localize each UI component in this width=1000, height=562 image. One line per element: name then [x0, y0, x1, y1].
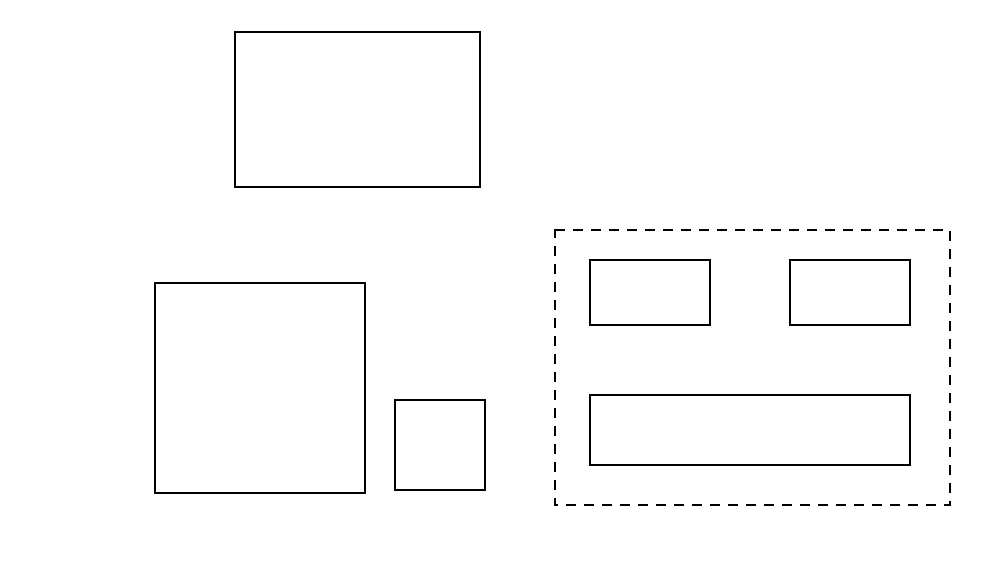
- svg-rect-4: [790, 260, 910, 325]
- svg-rect-2: [395, 400, 485, 490]
- svg-rect-3: [590, 260, 710, 325]
- svg-rect-1: [155, 283, 365, 493]
- svg-rect-5: [590, 395, 910, 465]
- svg-rect-0: [235, 32, 480, 187]
